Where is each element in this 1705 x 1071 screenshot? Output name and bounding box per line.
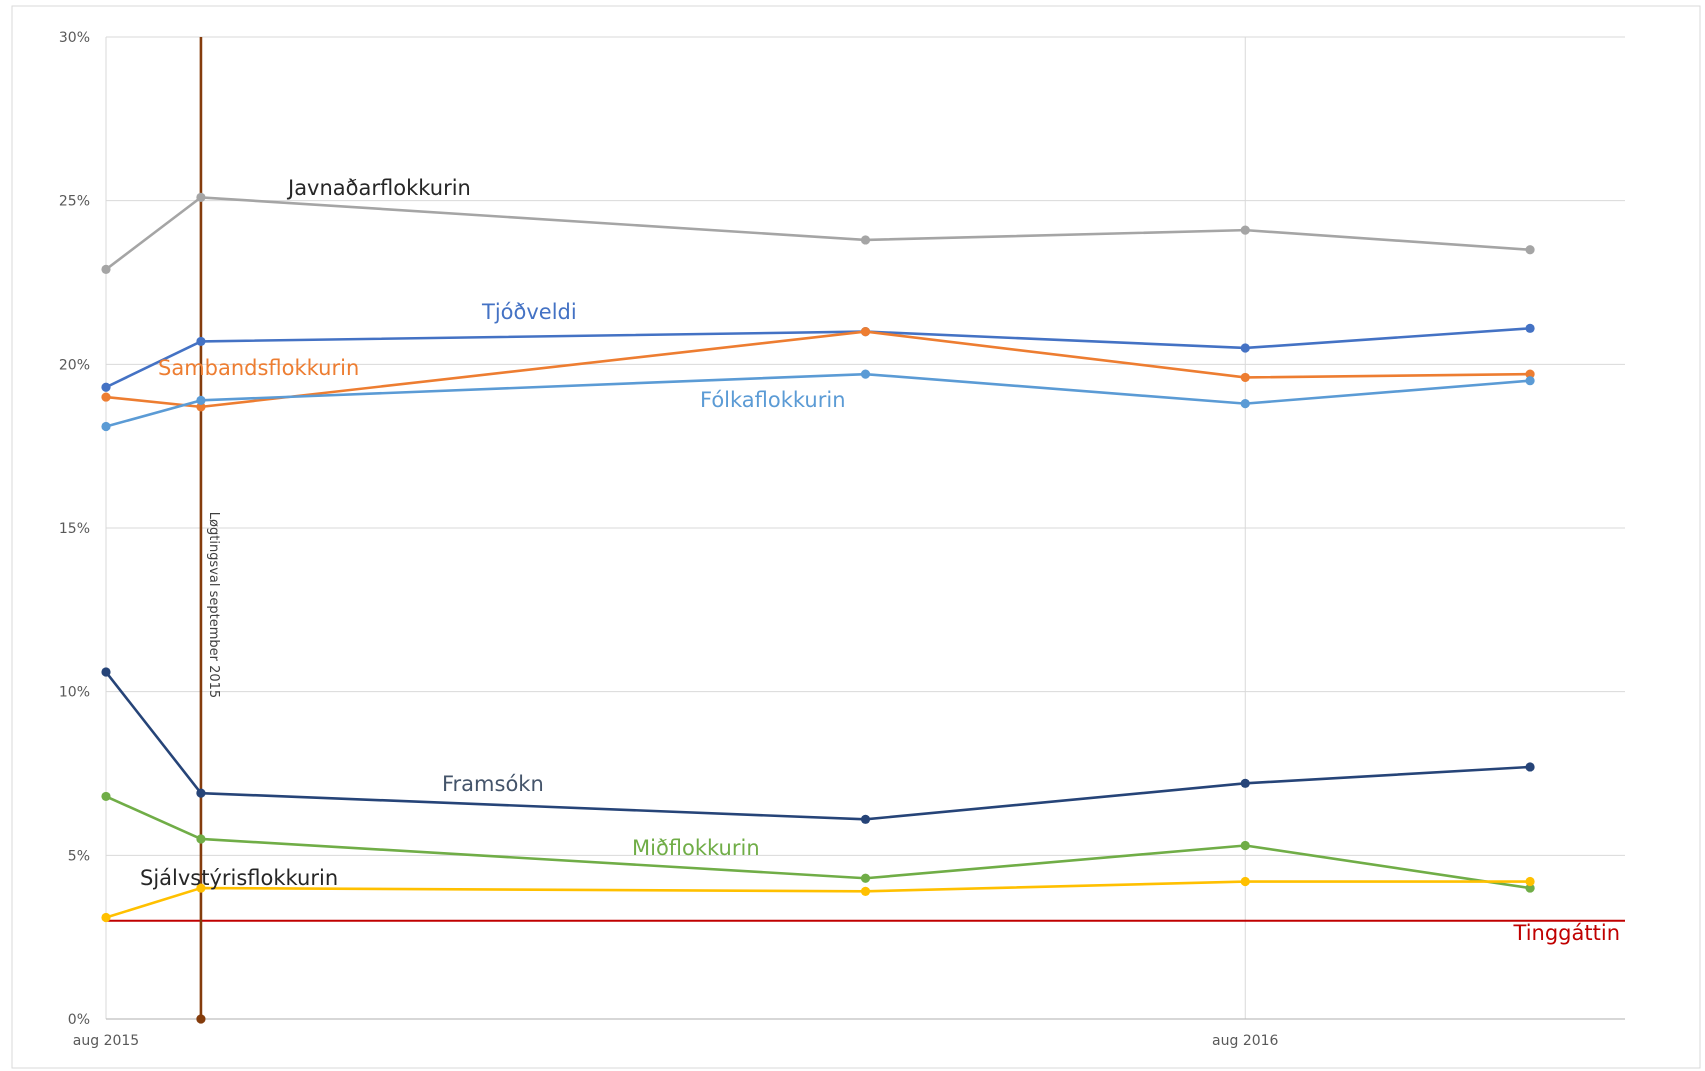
y-tick-label: 25% — [59, 194, 90, 210]
chart-frame — [11, 5, 1701, 1069]
series-labels: Javnaðarflokkurin Tjóðveldi Sambandsflokku… — [140, 176, 846, 890]
axes: 0% 5% 10% 15% 20% 25% 30% aug 2015 aug 2016 — [59, 30, 1625, 1049]
data-point — [101, 791, 111, 802]
data-point — [860, 814, 871, 824]
series-3 — [101, 369, 1535, 432]
data-point — [101, 264, 111, 275]
data-point — [1240, 372, 1250, 383]
election-label: Løgtingsval september 2015 — [206, 512, 221, 698]
data-point — [860, 235, 871, 245]
y-tick-label: 20% — [59, 357, 90, 373]
series-label-4: Framsókn — [442, 772, 544, 796]
series-line — [104, 671, 1531, 821]
series-label-0: Javnaðarflokkurin — [286, 176, 471, 200]
x-tick-label: aug 2015 — [73, 1033, 139, 1049]
series-line — [105, 196, 1531, 271]
data-point — [860, 886, 871, 896]
data-point — [860, 873, 871, 883]
data-point — [1240, 225, 1250, 235]
data-point — [196, 883, 206, 893]
data-point — [1525, 245, 1535, 255]
data-point — [101, 392, 111, 402]
series-5 — [101, 791, 1535, 893]
data-point — [1525, 323, 1535, 333]
data-point — [101, 912, 111, 923]
y-tick-label: 10% — [59, 685, 90, 701]
series-label-1: Tjóðveldi — [481, 300, 577, 324]
y-tick-label: 15% — [59, 521, 90, 537]
gridlines — [105, 36, 1625, 1019]
series-label-3: Fólkaflokkurin — [700, 388, 846, 412]
series-lines — [101, 192, 1535, 923]
election-point — [196, 1014, 206, 1024]
series-4 — [101, 667, 1535, 824]
data-point — [101, 667, 111, 677]
data-point — [1525, 376, 1535, 386]
series-2 — [101, 327, 1535, 412]
data-point — [1240, 876, 1250, 887]
data-point — [101, 421, 111, 432]
data-point — [196, 336, 206, 347]
data-point — [1525, 762, 1535, 772]
series-0 — [101, 192, 1535, 275]
data-point — [1525, 883, 1535, 893]
series-label-5: Miðflokkurin — [632, 836, 760, 860]
x-tick-label: aug 2016 — [1212, 1033, 1279, 1049]
data-point — [196, 788, 206, 798]
data-point — [196, 834, 206, 844]
series-label-6: Sjálvstýrisflokkurin — [140, 866, 338, 890]
series-6 — [101, 876, 1535, 923]
data-point — [1240, 399, 1250, 409]
data-point — [101, 382, 111, 392]
data-point — [196, 402, 206, 412]
y-tick-label: 0% — [68, 1012, 90, 1028]
data-point — [196, 395, 206, 405]
data-point — [1240, 343, 1250, 353]
threshold-label: Tinggáttin — [1513, 921, 1620, 945]
series-label-2: Sambandsflokkurin — [158, 356, 359, 380]
data-point — [1525, 876, 1535, 887]
y-tick-label: 30% — [59, 30, 90, 46]
data-point — [1240, 778, 1250, 788]
data-point — [1525, 369, 1535, 379]
data-point — [1240, 840, 1250, 851]
data-point — [860, 327, 871, 337]
y-tick-label: 5% — [68, 848, 90, 864]
data-point — [860, 369, 871, 379]
data-point — [196, 192, 206, 202]
